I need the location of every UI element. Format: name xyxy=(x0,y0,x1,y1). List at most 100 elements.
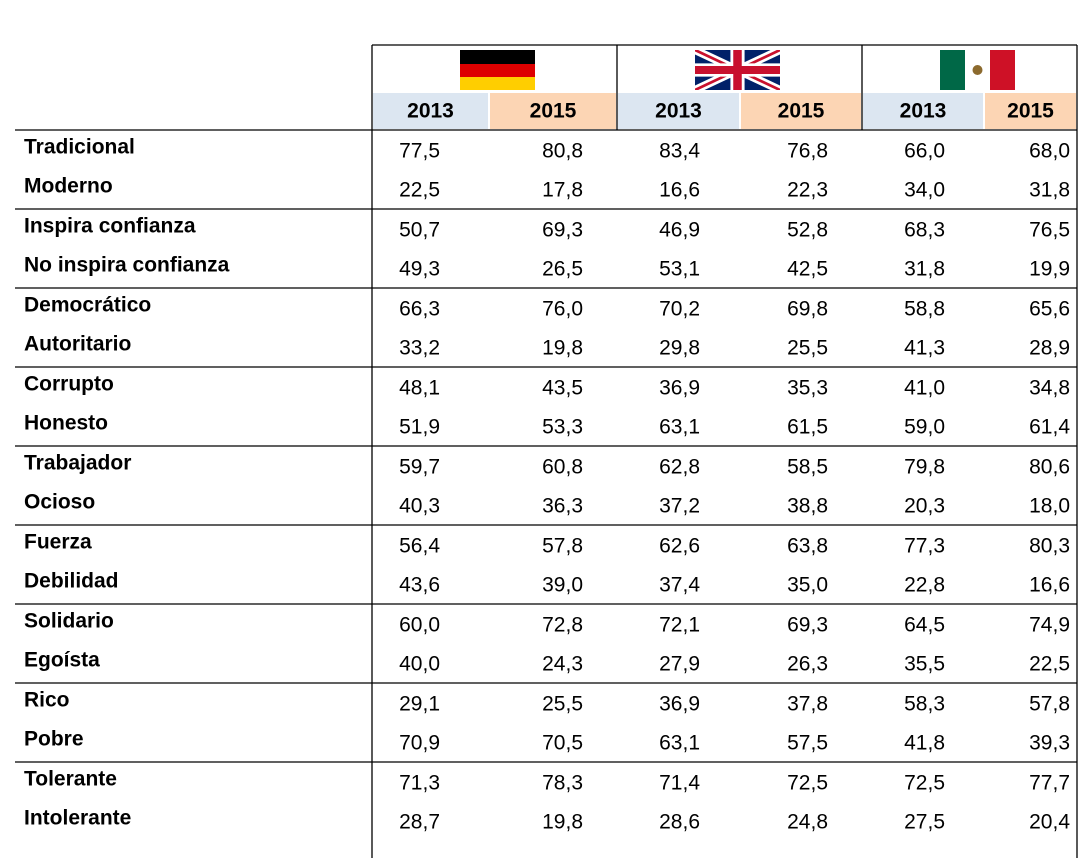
cell-value: 76,0 xyxy=(542,298,583,321)
flag-germany xyxy=(460,50,535,90)
cell-value: 18,0 xyxy=(1029,495,1070,518)
cell-value: 74,9 xyxy=(1029,614,1070,637)
year-header-cell xyxy=(618,93,739,129)
cell-value: 41,0 xyxy=(904,377,945,400)
cell-value: 48,1 xyxy=(399,377,440,400)
year-header-cell xyxy=(863,93,983,129)
cell-value: 36,9 xyxy=(659,377,700,400)
cell-value: 24,8 xyxy=(787,811,828,834)
cell-value: 53,1 xyxy=(659,258,700,281)
cell-value: 69,3 xyxy=(542,219,583,242)
cell-value: 38,8 xyxy=(787,495,828,518)
cell-value: 40,0 xyxy=(399,653,440,676)
year-header: 2015 xyxy=(530,100,577,123)
cell-value: 57,8 xyxy=(1029,693,1070,716)
cell-value: 43,6 xyxy=(399,574,440,597)
row-label: Trabajador xyxy=(24,452,131,475)
cell-value: 63,1 xyxy=(659,416,700,439)
cell-value: 65,6 xyxy=(1029,298,1070,321)
flag-uk xyxy=(695,50,780,90)
row-label: Inspira confianza xyxy=(24,215,196,238)
cell-value: 59,7 xyxy=(399,456,440,479)
cell-value: 76,5 xyxy=(1029,219,1070,242)
cell-value: 35,3 xyxy=(787,377,828,400)
cell-value: 17,8 xyxy=(542,179,583,202)
cell-value: 62,8 xyxy=(659,456,700,479)
cell-value: 64,5 xyxy=(904,614,945,637)
cell-value: 34,0 xyxy=(904,179,945,202)
year-header: 2013 xyxy=(655,100,702,123)
cell-value: 80,8 xyxy=(542,140,583,163)
year-header: 2015 xyxy=(1007,100,1054,123)
cell-value: 26,5 xyxy=(542,258,583,281)
cell-value: 72,8 xyxy=(542,614,583,637)
cell-value: 78,3 xyxy=(542,772,583,795)
cell-value: 56,4 xyxy=(399,535,440,558)
cell-value: 69,3 xyxy=(787,614,828,637)
row-label: Honesto xyxy=(24,412,108,435)
cell-value: 20,3 xyxy=(904,495,945,518)
cell-value: 61,5 xyxy=(787,416,828,439)
row-label: Corrupto xyxy=(24,373,114,396)
cell-value: 72,5 xyxy=(787,772,828,795)
cell-value: 29,1 xyxy=(399,693,440,716)
cell-value: 68,3 xyxy=(904,219,945,242)
cell-value: 71,4 xyxy=(659,772,700,795)
cell-value: 61,4 xyxy=(1029,416,1070,439)
cell-value: 60,0 xyxy=(399,614,440,637)
row-label: Fuerza xyxy=(24,531,92,554)
cell-value: 63,8 xyxy=(787,535,828,558)
cell-value: 57,5 xyxy=(787,732,828,755)
row-label: Egoísta xyxy=(24,649,100,672)
cell-value: 27,9 xyxy=(659,653,700,676)
row-label: Ocioso xyxy=(24,491,95,514)
cell-value: 28,9 xyxy=(1029,337,1070,360)
row-label: Tolerante xyxy=(24,768,117,791)
cell-value: 58,3 xyxy=(904,693,945,716)
cell-value: 31,8 xyxy=(904,258,945,281)
cell-value: 71,3 xyxy=(399,772,440,795)
cell-value: 36,9 xyxy=(659,693,700,716)
cell-value: 63,1 xyxy=(659,732,700,755)
cell-value: 46,9 xyxy=(659,219,700,242)
cell-value: 72,5 xyxy=(904,772,945,795)
cell-value: 50,7 xyxy=(399,219,440,242)
cell-value: 76,8 xyxy=(787,140,828,163)
row-label: Pobre xyxy=(24,728,84,751)
cell-value: 70,2 xyxy=(659,298,700,321)
row-label: Solidario xyxy=(24,610,114,633)
cell-value: 77,7 xyxy=(1029,772,1070,795)
year-header: 2015 xyxy=(778,100,825,123)
cell-value: 35,0 xyxy=(787,574,828,597)
cell-value: 39,3 xyxy=(1029,732,1070,755)
cell-value: 58,8 xyxy=(904,298,945,321)
cell-value: 22,8 xyxy=(904,574,945,597)
cell-value: 52,8 xyxy=(787,219,828,242)
cell-value: 16,6 xyxy=(1029,574,1070,597)
cell-value: 22,5 xyxy=(1029,653,1070,676)
cell-value: 33,2 xyxy=(399,337,440,360)
cell-value: 53,3 xyxy=(542,416,583,439)
cell-value: 80,6 xyxy=(1029,456,1070,479)
cell-value: 19,9 xyxy=(1029,258,1070,281)
cell-value: 39,0 xyxy=(542,574,583,597)
cell-value: 41,3 xyxy=(904,337,945,360)
row-label: Moderno xyxy=(24,175,113,198)
cell-value: 59,0 xyxy=(904,416,945,439)
flag-mexico xyxy=(940,50,1015,90)
cell-value: 35,5 xyxy=(904,653,945,676)
cell-value: 20,4 xyxy=(1029,811,1070,834)
cell-value: 36,3 xyxy=(542,495,583,518)
cell-value: 77,5 xyxy=(399,140,440,163)
year-header-cell xyxy=(985,93,1076,129)
cell-value: 69,8 xyxy=(787,298,828,321)
cell-value: 68,0 xyxy=(1029,140,1070,163)
cell-value: 28,7 xyxy=(399,811,440,834)
cell-value: 22,3 xyxy=(787,179,828,202)
year-header-cell xyxy=(490,93,616,129)
cell-value: 37,2 xyxy=(659,495,700,518)
cell-value: 80,3 xyxy=(1029,535,1070,558)
cell-value: 66,3 xyxy=(399,298,440,321)
cell-value: 27,5 xyxy=(904,811,945,834)
